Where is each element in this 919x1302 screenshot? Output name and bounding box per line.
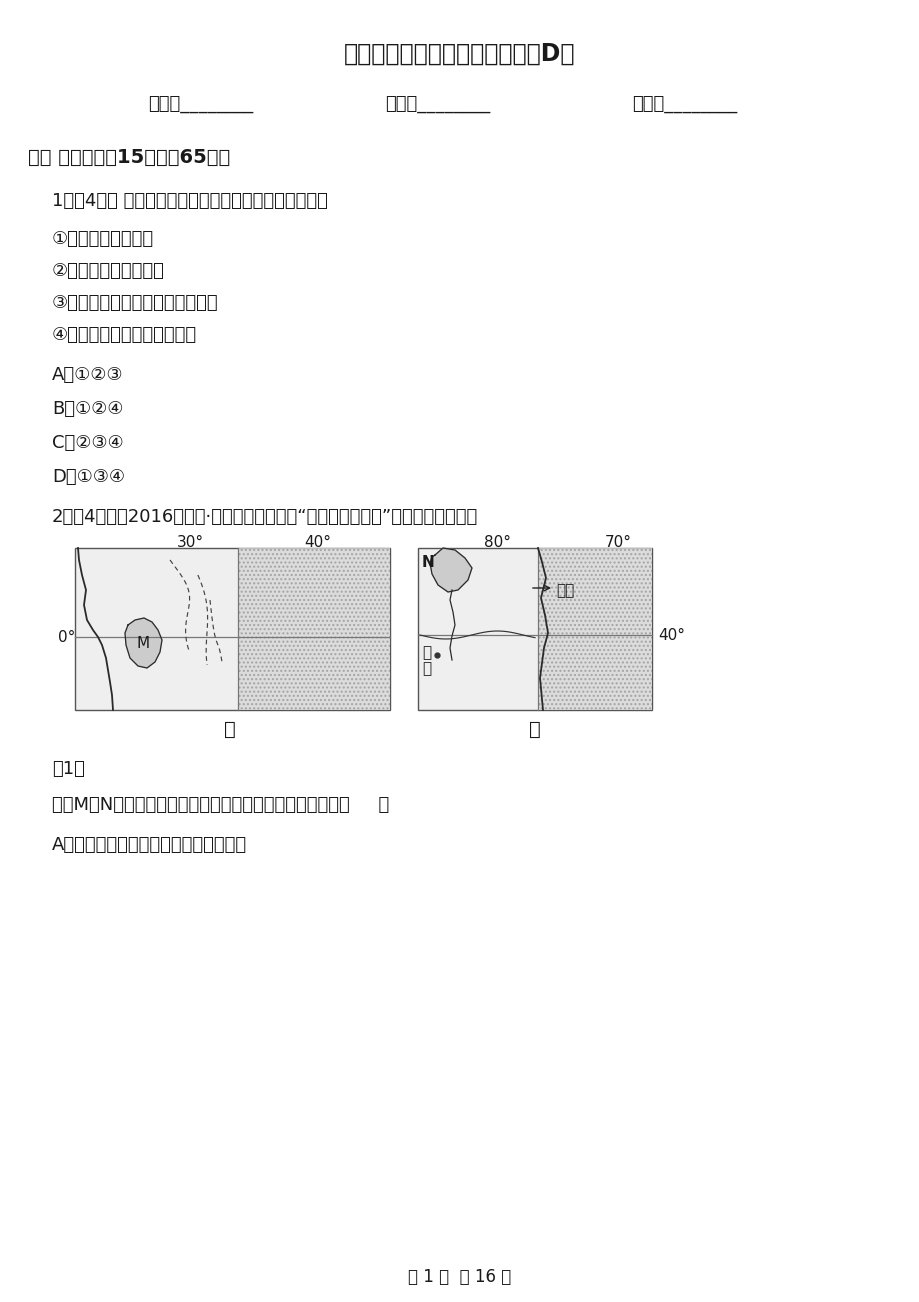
Polygon shape	[429, 548, 471, 592]
Bar	[417, 548, 652, 710]
Text: 70°: 70°	[604, 535, 630, 549]
Text: 矿: 矿	[422, 661, 431, 676]
Text: 瀑布: 瀑布	[555, 583, 573, 598]
Text: （1）: （1）	[52, 760, 85, 779]
Text: D．①③④: D．①③④	[52, 467, 125, 486]
Text: N: N	[422, 555, 435, 570]
Text: 30°: 30°	[176, 535, 203, 549]
Text: C．②③④: C．②③④	[52, 434, 123, 452]
Text: 班级：________: 班级：________	[384, 95, 490, 113]
Text: 0°: 0°	[58, 629, 75, 644]
Text: M: M	[136, 635, 150, 651]
Text: 姓名：________: 姓名：________	[148, 95, 253, 113]
Text: B．①②④: B．①②④	[52, 400, 123, 418]
Polygon shape	[125, 618, 162, 668]
Text: 图中M，N是世界著名的湖泊，关于两湖泊的描述正确的是（     ）: 图中M，N是世界著名的湖泊，关于两湖泊的描述正确的是（ ）	[52, 796, 389, 814]
Text: 甲: 甲	[224, 720, 235, 740]
Text: 40°: 40°	[304, 535, 331, 549]
Text: 一、 单选题（入15题；入65分）: 一、 单选题（入15题；入65分）	[28, 148, 230, 167]
Text: ③三次产业占国内生产总値的比重: ③三次产业占国内生产总値的比重	[52, 294, 219, 312]
Bar	[538, 548, 652, 710]
Text: 乙: 乙	[528, 720, 540, 740]
Text: ④三次产业占国民收入的比重: ④三次产业占国民收入的比重	[52, 326, 197, 344]
Bar	[238, 548, 390, 710]
Text: A．两湖分别是所在地区面积最大的湖泊: A．两湖分别是所在地区面积最大的湖泊	[52, 836, 247, 854]
Text: 1．（4分） 产业结构的差异主要表现在以下哪几个方面: 1．（4分） 产业结构的差异主要表现在以下哪几个方面	[52, 191, 327, 210]
Text: 2．（4分）（2016高二上·北京期末）读下图“甲、乙两区域图”，回答下列各题。: 2．（4分）（2016高二上·北京期末）读下图“甲、乙两区域图”，回答下列各题。	[52, 508, 478, 526]
Text: 40°: 40°	[657, 628, 685, 642]
Text: 成绩：________: 成绩：________	[631, 95, 736, 113]
Text: ①三次产业结构比重: ①三次产业结构比重	[52, 230, 154, 247]
Text: 煎: 煎	[422, 644, 431, 660]
Text: 80°: 80°	[484, 535, 511, 549]
Text: A．①②③: A．①②③	[52, 366, 123, 384]
Text: ②三次产业的内部构成: ②三次产业的内部构成	[52, 262, 165, 280]
Bar	[75, 548, 390, 710]
Text: 第 1 页  八 16 页: 第 1 页 八 16 页	[408, 1268, 511, 1286]
Text: 太原市高二下学期地理开学试卷D卷: 太原市高二下学期地理开学试卷D卷	[344, 42, 575, 66]
